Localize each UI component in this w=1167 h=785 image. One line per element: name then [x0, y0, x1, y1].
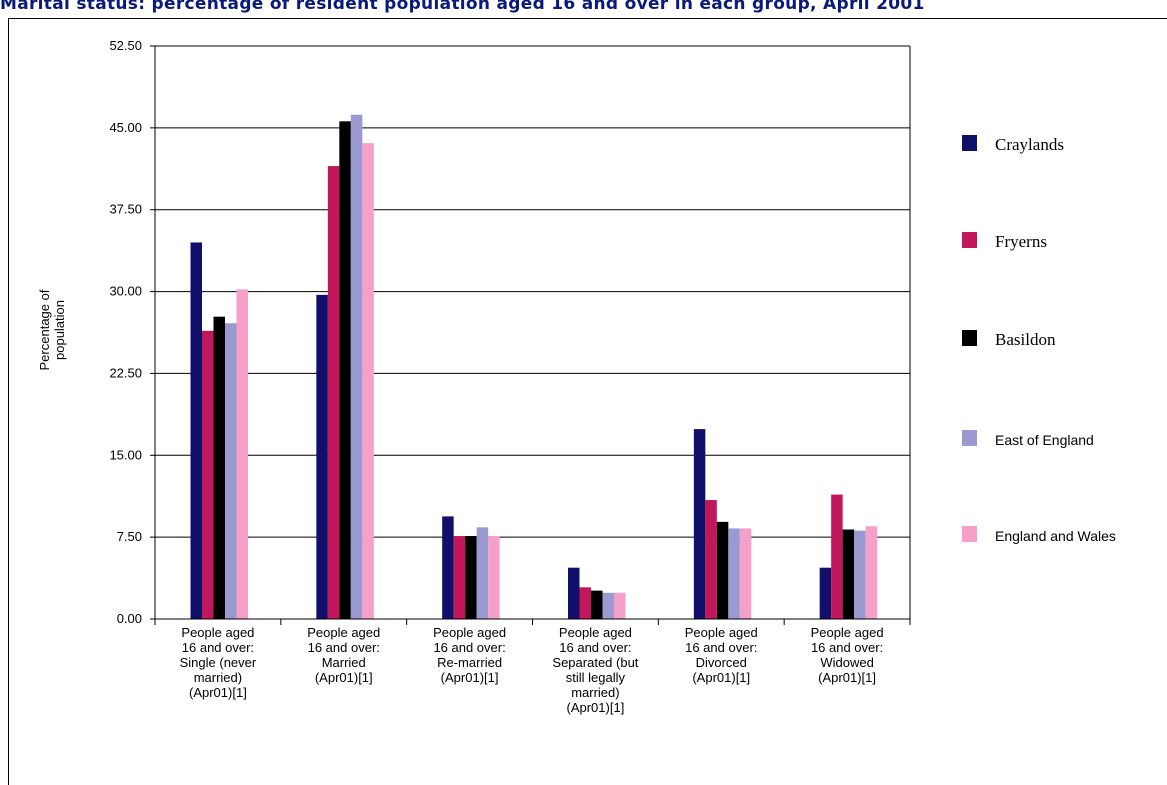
x-tick-label: (Apr01)[1]: [189, 685, 247, 700]
y-tick-label: 30.00: [109, 284, 142, 299]
bar: [819, 567, 832, 619]
x-tick-label: Single (never: [180, 655, 257, 670]
bar: [842, 529, 855, 619]
x-tick-label: People aged: [559, 625, 632, 640]
x-tick-label: People aged: [433, 625, 506, 640]
frame-left-border: [8, 18, 9, 785]
bar: [488, 536, 500, 619]
x-tick-label: (Apr01)[1]: [567, 700, 625, 715]
frame-top-border: [8, 18, 1167, 19]
bar: [327, 166, 340, 620]
x-tick-label: (Apr01)[1]: [692, 670, 750, 685]
x-tick-label: 16 and over:: [433, 640, 505, 655]
bar: [693, 429, 706, 619]
bar: [591, 590, 603, 619]
x-tick-label: Widowed: [820, 655, 873, 670]
bar: [442, 516, 454, 619]
legend-label: Fryerns: [995, 232, 1047, 251]
x-tick-label: married): [571, 685, 619, 700]
bar: [568, 567, 580, 619]
x-tick-label: (Apr01)[1]: [818, 670, 876, 685]
x-tick-label: 16 and over:: [182, 640, 254, 655]
x-tick-label: People aged: [307, 625, 380, 640]
y-tick-label: 37.50: [109, 202, 142, 217]
x-tick-label: Married: [322, 655, 366, 670]
bar: [236, 289, 248, 619]
x-tick-label: (Apr01)[1]: [441, 670, 499, 685]
legend-swatch: [962, 330, 977, 346]
legend-swatch: [962, 430, 977, 446]
bar: [865, 526, 878, 619]
x-tick-label: Re-married: [437, 655, 502, 670]
y-tick-label: 22.50: [109, 365, 142, 380]
x-tick-label: married): [194, 670, 242, 685]
x-tick-label: 16 and over:: [685, 640, 757, 655]
bar: [614, 592, 626, 619]
bar: [854, 530, 866, 619]
x-tick-label: (Apr01)[1]: [315, 670, 373, 685]
legend-label: Craylands: [995, 135, 1064, 154]
y-tick-label: 15.00: [109, 447, 142, 462]
x-tick-label: People aged: [181, 625, 254, 640]
y-axis-label: population: [52, 300, 67, 360]
y-tick-label: 52.50: [109, 38, 142, 53]
bar: [716, 521, 729, 619]
y-tick-label: 0.00: [117, 611, 142, 626]
chart-title: Marital status: percentage of resident p…: [0, 0, 925, 14]
bar: [213, 316, 225, 619]
bar: [339, 121, 351, 620]
x-tick-label: 16 and over:: [559, 640, 631, 655]
bar: [465, 536, 477, 619]
y-tick-label: 7.50: [117, 529, 142, 544]
bar: [602, 592, 614, 619]
legend-label: England and Wales: [995, 528, 1116, 544]
x-tick-label: 16 and over:: [811, 640, 883, 655]
bar: [453, 536, 466, 619]
bar: [476, 527, 489, 619]
bar: [316, 294, 328, 619]
bar: [362, 143, 374, 619]
bar: [350, 114, 363, 619]
bar: [831, 494, 843, 619]
y-tick-label: 45.00: [109, 120, 142, 135]
bar: [739, 528, 752, 619]
x-tick-label: People aged: [685, 625, 758, 640]
y-axis-label: Percentage of: [37, 289, 52, 370]
x-tick-label: 16 and over:: [308, 640, 380, 655]
bar: [705, 500, 717, 619]
legend-label: East of England: [995, 432, 1094, 448]
legend-label: Basildon: [995, 330, 1056, 349]
bar: [579, 587, 591, 619]
x-tick-label: Separated (but: [552, 655, 638, 670]
legend-swatch: [962, 232, 977, 248]
bar: [225, 323, 237, 619]
bar: [728, 528, 740, 619]
x-tick-label: Divorced: [696, 655, 747, 670]
x-tick-label: still legally: [566, 670, 626, 685]
legend-swatch: [962, 526, 977, 542]
x-tick-label: People aged: [811, 625, 884, 640]
legend-swatch: [962, 135, 977, 151]
bar: [202, 330, 214, 619]
bar: [190, 242, 202, 619]
